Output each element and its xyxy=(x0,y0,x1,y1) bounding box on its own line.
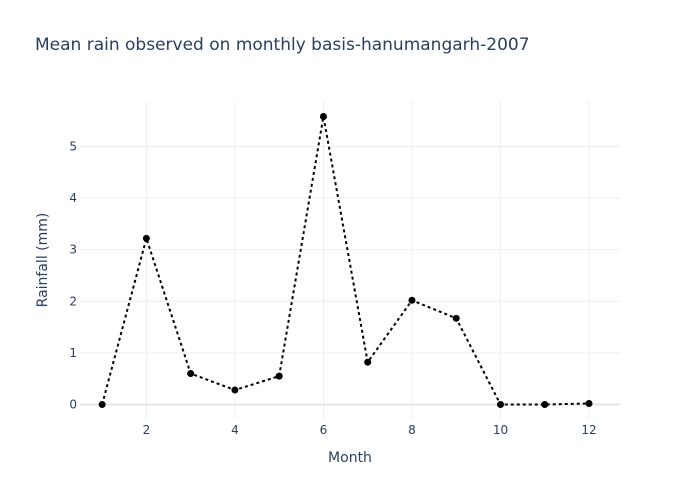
data-point xyxy=(585,399,593,407)
data-point xyxy=(408,296,416,304)
data-point xyxy=(187,370,195,378)
grid-layer xyxy=(80,100,620,420)
data-point xyxy=(319,113,327,121)
data-point xyxy=(496,401,504,409)
data-point xyxy=(98,401,106,409)
y-tick-label: 2 xyxy=(69,294,77,308)
x-tick-label: 10 xyxy=(493,423,508,437)
series-line xyxy=(101,116,590,406)
y-tick-label: 0 xyxy=(69,398,77,412)
data-point xyxy=(364,358,372,366)
y-tick-label: 5 xyxy=(69,139,77,153)
data-point xyxy=(231,386,239,394)
y-tick-label: 4 xyxy=(69,191,77,205)
data-point xyxy=(142,234,150,242)
y-tick-label: 1 xyxy=(69,346,77,360)
x-tick-label: 2 xyxy=(143,423,151,437)
x-tick-label: 4 xyxy=(231,423,239,437)
chart-title: Mean rain observed on monthly basis-hanu… xyxy=(35,35,530,55)
series-layer xyxy=(98,113,593,409)
data-point xyxy=(275,372,283,380)
data-point xyxy=(452,314,460,322)
x-tick-label: 8 xyxy=(408,423,416,437)
x-tick-label: 12 xyxy=(581,423,596,437)
x-tick-label: 6 xyxy=(320,423,328,437)
x-axis-title: Month xyxy=(328,450,372,466)
y-tick-label: 3 xyxy=(69,243,77,257)
data-point xyxy=(541,401,549,409)
y-axis-title: Rainfall (mm) xyxy=(35,213,51,308)
